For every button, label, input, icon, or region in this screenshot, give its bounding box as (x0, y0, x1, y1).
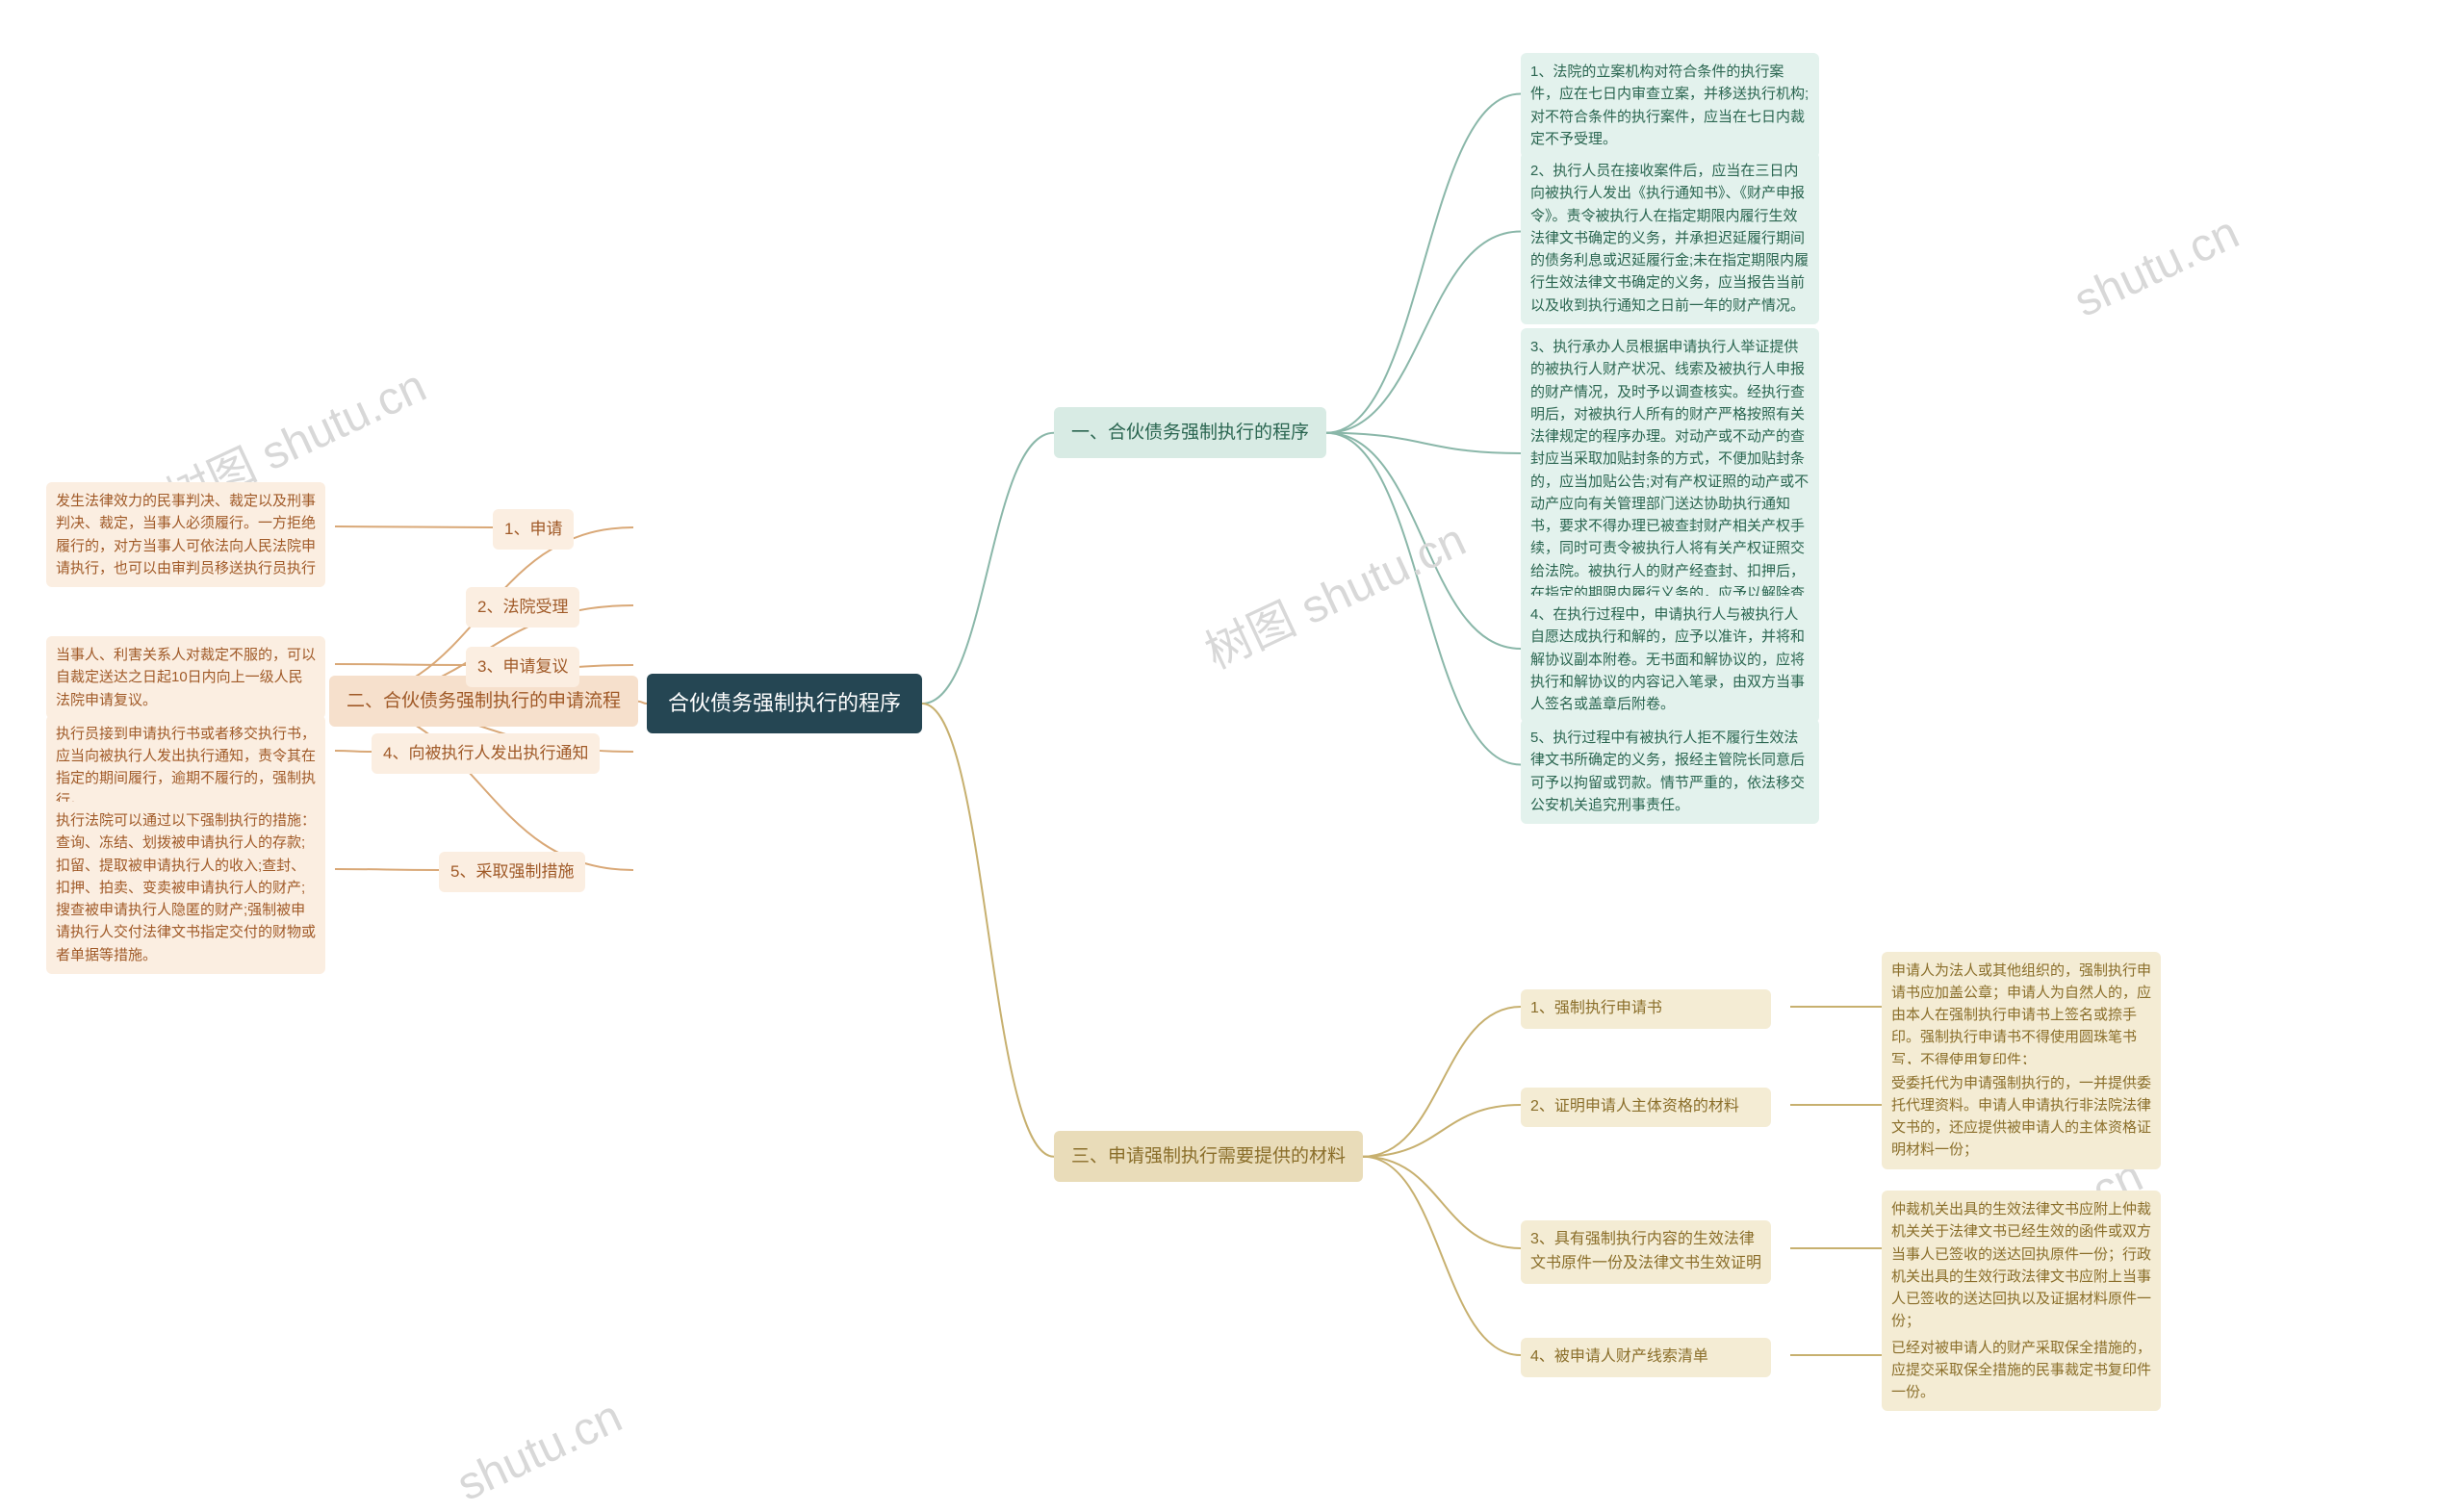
branch3-leaf: 受委托代为申请强制执行的，一并提供委托代理资料。申请人申请执行非法院法律文书的，… (1882, 1064, 2161, 1169)
branch1-title: 一、合伙债务强制执行的程序 (1054, 407, 1326, 458)
branch3-sub: 3、具有强制执行内容的生效法律文书原件一份及法律文书生效证明 (1521, 1220, 1771, 1284)
branch1-leaf: 5、执行过程中有被执行人拒不履行生效法律文书所确定的义务，报经主管院长同意后可予… (1521, 719, 1819, 824)
branch3-leaf: 仲裁机关出具的生效法律文书应附上仲裁机关关于法律文书已经生效的函件或双方当事人已… (1882, 1191, 2161, 1341)
branch3-sub: 1、强制执行申请书 (1521, 989, 1771, 1029)
branch2-sub: 1、申请 (493, 509, 574, 550)
branch3-title: 三、申请强制执行需要提供的材料 (1054, 1131, 1363, 1182)
branch2-sub: 3、申请复议 (466, 647, 579, 687)
branch2-leaf: 发生法律效力的民事判决、裁定以及刑事判决、裁定，当事人必须履行。一方拒绝履行的，… (46, 482, 325, 587)
branch2-sub: 2、法院受理 (466, 587, 579, 628)
branch3-sub: 4、被申请人财产线索清单 (1521, 1338, 1771, 1377)
branch3-sub: 2、证明申请人主体资格的材料 (1521, 1088, 1771, 1127)
branch1-leaf: 1、法院的立案机构对符合条件的执行案件，应在七日内审查立案，并移送执行机构;对不… (1521, 53, 1819, 158)
branch2-leaf: 执行法院可以通过以下强制执行的措施：查询、冻结、划拨被申请执行人的存款;扣留、提… (46, 802, 325, 974)
branch2-sub: 4、向被执行人发出执行通知 (372, 733, 600, 774)
branch1-leaf: 4、在执行过程中，申请执行人与被执行人自愿达成执行和解的，应予以准许，并将和解协… (1521, 596, 1819, 723)
branch2-leaf: 当事人、利害关系人对裁定不服的，可以自裁定送达之日起10日内向上一级人民法院申请… (46, 636, 325, 719)
branch3-leaf: 申请人为法人或其他组织的，强制执行申请书应加盖公章；申请人为自然人的，应由本人在… (1882, 952, 2161, 1079)
branch1-leaf: 3、执行承办人员根据申请执行人举证提供的被执行人财产状况、线索及被执行人申报的财… (1521, 328, 1819, 634)
branch1-leaf: 2、执行人员在接收案件后，应当在三日内向被执行人发出《执行通知书》、《财产申报令… (1521, 152, 1819, 324)
root-node: 合伙债务强制执行的程序 (647, 674, 922, 733)
branch3-leaf: 已经对被申请人的财产采取保全措施的，应提交采取保全措施的民事裁定书复印件一份。 (1882, 1329, 2161, 1412)
branch2-sub: 5、采取强制措施 (439, 852, 585, 892)
